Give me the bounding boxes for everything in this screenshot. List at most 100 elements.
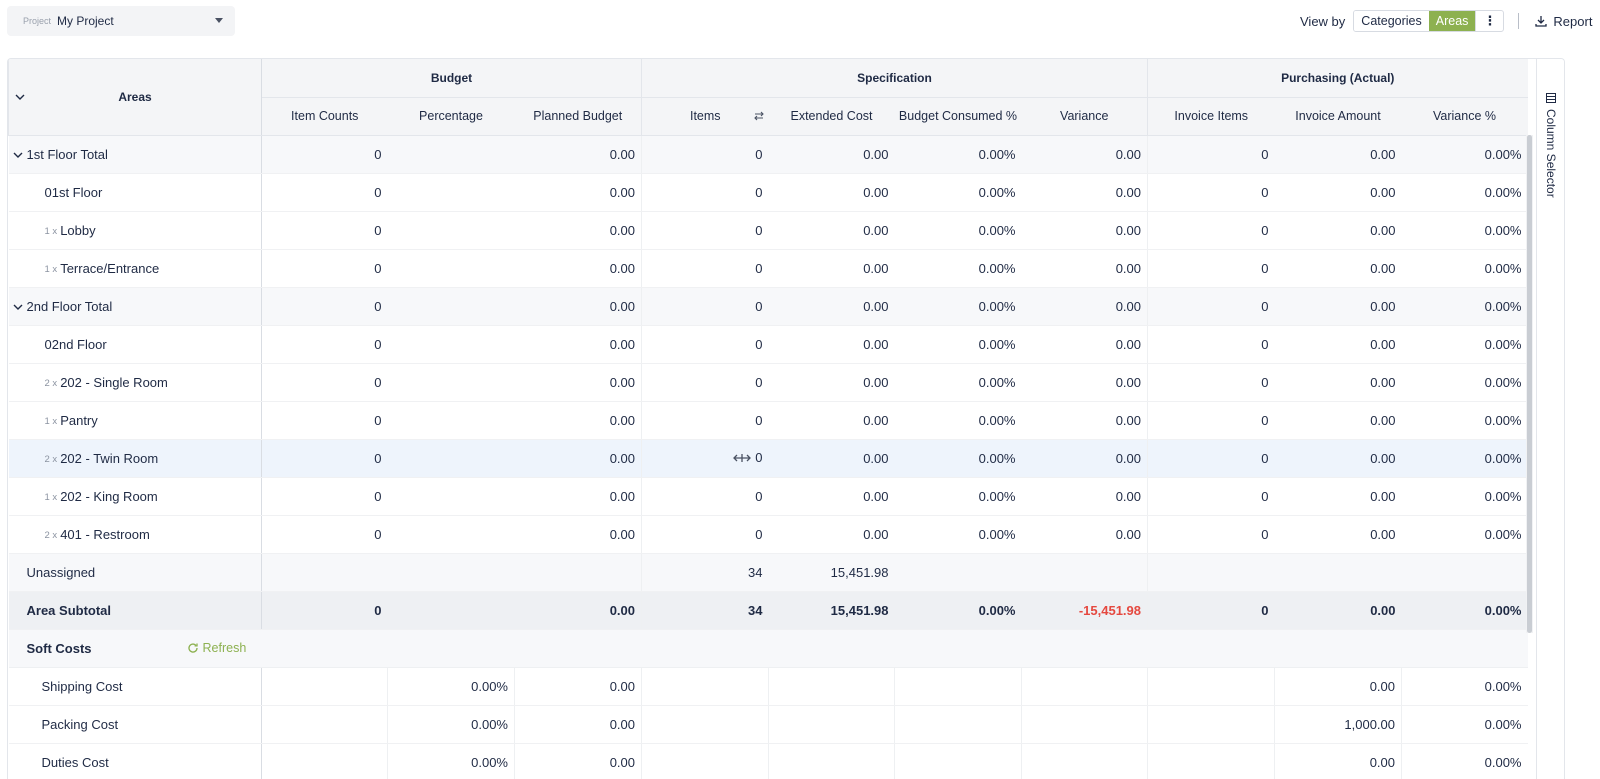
- chevron-down-icon[interactable]: [15, 93, 25, 101]
- cell-budget-consumed: 0.00%: [894, 173, 1022, 212]
- area-name: Pantry: [60, 413, 98, 429]
- refresh-icon: [187, 642, 198, 653]
- cell-items: 0: [641, 135, 769, 174]
- view-by-toggle: Categories Areas ⋮: [1353, 10, 1505, 32]
- cell-items: [641, 705, 769, 744]
- area-name: 2nd Floor Total: [26, 299, 113, 315]
- cell-variance: 0.00: [1021, 401, 1148, 440]
- soft-cost-row[interactable]: Shipping Cost 0.00% 0.00 0.00 0.00%: [8, 667, 1528, 706]
- cell-items: 0: [641, 363, 769, 402]
- swap-icon[interactable]: [753, 111, 765, 121]
- areas-column-header[interactable]: Areas: [8, 59, 262, 136]
- col-percentage[interactable]: Percentage: [387, 97, 515, 136]
- soft-costs-cell: Soft Costs Refresh: [8, 629, 1528, 668]
- cell-invoice-amount: 0.00: [1274, 515, 1402, 554]
- cell-item-counts: 0: [261, 135, 388, 174]
- col-items[interactable]: Items: [641, 97, 769, 136]
- cell-percentage: [387, 211, 515, 250]
- cell-item-counts: 0: [261, 401, 388, 440]
- table-row[interactable]: 1 x Terrace/Entrance 0 0.00 0 0.00 0.00% 0.00 0 0…: [8, 249, 1528, 288]
- col-variance-pct[interactable]: Variance %: [1401, 97, 1528, 136]
- cell-budget-consumed: 0.00%: [894, 211, 1022, 250]
- cell-item-counts: 0: [261, 363, 388, 402]
- soft-cost-row[interactable]: Packing Cost 0.00% 0.00 1,000.00 0.00%: [8, 705, 1528, 744]
- table-row[interactable]: 2 x 202 - Single Room 0 0.00 0 0.00 0.00% 0.00 0…: [8, 363, 1528, 402]
- cell-invoice-amount: 0.00: [1274, 477, 1402, 516]
- table-row[interactable]: 02nd Floor 0 0.00 0 0.00 0.00% 0.00 0 0.00 0.00%: [8, 325, 1528, 364]
- area-name-cell: 1 x 202 - King Room: [8, 477, 262, 516]
- group-total-row[interactable]: 1st Floor Total 0 0.00 0 0.00 0.00% 0.00 0 0.00 0…: [8, 135, 1528, 174]
- soft-cost-name: Duties Cost: [8, 743, 262, 779]
- cell-variance: 0.00: [1021, 249, 1148, 288]
- col-item-counts[interactable]: Item Counts: [261, 97, 388, 136]
- cell-item-counts: 0: [261, 211, 388, 250]
- cell-budget-consumed: [894, 705, 1022, 744]
- budget-group-header: Budget: [261, 59, 642, 98]
- col-budget-consumed[interactable]: Budget Consumed %: [894, 97, 1022, 136]
- col-extended-cost[interactable]: Extended Cost: [768, 97, 895, 136]
- area-name: 202 - Twin Room: [60, 451, 159, 467]
- area-name: 1st Floor Total: [26, 147, 108, 163]
- table-row[interactable]: 2 x 401 - Restroom 0 0.00 0 0.00 0.00% 0.00 0 0.0…: [8, 515, 1528, 554]
- cell-variance-pct: 0.00%: [1401, 477, 1528, 516]
- cell-percentage: 0.00%: [387, 743, 515, 779]
- soft-cost-row[interactable]: Duties Cost 0.00% 0.00 0.00 0.00%: [8, 743, 1528, 779]
- col-invoice-items[interactable]: Invoice Items: [1147, 97, 1275, 136]
- subtotal-row[interactable]: Area Subtotal 0 0.00 34 15,451.98 0.00% -15,45…: [8, 591, 1528, 630]
- report-button[interactable]: Report: [1535, 14, 1592, 29]
- table-row[interactable]: 1 x Pantry 0 0.00 0 0.00 0.00% 0.00 0 0.00 0.00%: [8, 401, 1528, 440]
- col-variance[interactable]: Variance: [1021, 97, 1148, 136]
- cell-extended-cost: 0.00: [768, 211, 895, 250]
- chevron-down-icon[interactable]: [9, 147, 27, 162]
- cell-invoice-items: 0: [1147, 249, 1275, 288]
- cell-invoice-items: 0: [1147, 401, 1275, 440]
- area-name: Lobby: [60, 223, 96, 239]
- view-by-categories-button[interactable]: Categories: [1354, 11, 1429, 31]
- area-name: 02nd Floor: [44, 337, 107, 353]
- cell-variance-pct: 0.00%: [1401, 287, 1528, 326]
- multiplier-label: 2 x: [44, 529, 58, 541]
- cell-invoice-amount: 0.00: [1274, 249, 1402, 288]
- cell-percentage: [387, 287, 515, 326]
- cell-variance-pct: 0.00%: [1401, 249, 1528, 288]
- download-icon: [1535, 16, 1548, 27]
- group-total-row[interactable]: 2nd Floor Total 0 0.00 0 0.00 0.00% 0.00 0 0.00 0…: [8, 287, 1528, 326]
- cell-items: 0: [641, 211, 769, 250]
- table-row[interactable]: 1 x Lobby 0 0.00 0 0.00 0.00% 0.00 0 0.00 0.00%: [8, 211, 1528, 250]
- chevron-down-icon[interactable]: [9, 299, 27, 314]
- area-name: Area Subtotal: [26, 603, 112, 619]
- cell-percentage: [387, 249, 515, 288]
- cell-invoice-items: 0: [1147, 287, 1275, 326]
- cell-variance-pct: 0.00%: [1401, 515, 1528, 554]
- cell-invoice-items: 0: [1147, 591, 1275, 630]
- cell-invoice-amount: 0.00: [1274, 287, 1402, 326]
- cell-percentage: [387, 363, 515, 402]
- cell-variance-pct: 0.00%: [1401, 401, 1528, 440]
- more-options-icon[interactable]: ⋮: [1475, 11, 1503, 31]
- table-row[interactable]: 2 x 202 - Twin Room 0 0.00 0 0.00 0.00% 0.00 0 0.…: [8, 439, 1528, 478]
- table-row[interactable]: Unassigned 34 15,451.98: [8, 553, 1528, 592]
- area-name-cell: 1 x Terrace/Entrance: [8, 249, 262, 288]
- table-row[interactable]: 01st Floor 0 0.00 0 0.00 0.00% 0.00 0 0.00 0.00%: [8, 173, 1528, 212]
- project-select[interactable]: Project My Project: [7, 6, 235, 36]
- project-label: Project: [23, 16, 52, 26]
- view-by-areas-button[interactable]: Areas: [1428, 11, 1476, 31]
- cell-variance: 0.00: [1021, 211, 1148, 250]
- col-planned-budget[interactable]: Planned Budget: [514, 97, 642, 136]
- cell-item-counts: 0: [261, 515, 388, 554]
- caret-down-icon: [215, 18, 223, 23]
- col-invoice-amount[interactable]: Invoice Amount: [1274, 97, 1402, 136]
- cell-planned-budget: 0.00: [514, 135, 642, 174]
- cell-variance-pct: 0.00%: [1401, 363, 1528, 402]
- cell-variance: 0.00: [1021, 135, 1148, 174]
- cell-invoice-amount: 0.00: [1274, 325, 1402, 364]
- table-row[interactable]: 1 x 202 - King Room 0 0.00 0 0.00 0.00% 0.00 0 0.…: [8, 477, 1528, 516]
- refresh-button[interactable]: Refresh: [187, 641, 246, 655]
- scrollbar-thumb[interactable]: [1527, 135, 1532, 633]
- multiplier-label: 1 x: [44, 491, 58, 503]
- cell-planned-budget: 0.00: [514, 211, 642, 250]
- area-name: Terrace/Entrance: [60, 261, 160, 277]
- column-selector-panel[interactable]: Column Selector: [1536, 59, 1564, 779]
- cell-budget-consumed: 0.00%: [894, 401, 1022, 440]
- area-name: 401 - Restroom: [60, 527, 150, 543]
